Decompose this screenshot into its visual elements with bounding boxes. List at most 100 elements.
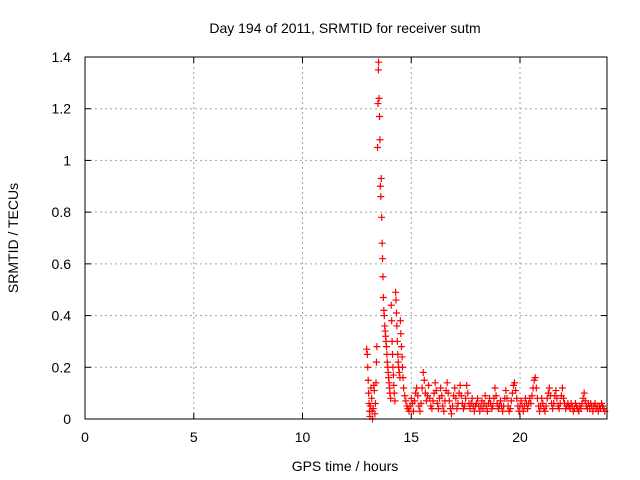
data-point: [440, 407, 448, 415]
x-axis-label: GPS time / hours: [292, 458, 399, 474]
data-points: [363, 58, 609, 423]
data-point: [364, 363, 372, 371]
data-point: [394, 350, 402, 358]
data-point: [553, 394, 561, 402]
data-point: [542, 402, 550, 410]
data-point: [431, 379, 439, 387]
data-point: [463, 381, 471, 389]
data-point: [374, 100, 382, 108]
data-point: [377, 175, 385, 183]
data-point: [373, 343, 381, 351]
data-point: [399, 363, 407, 371]
data-point: [532, 384, 540, 392]
data-point: [434, 405, 442, 413]
data-point: [376, 136, 384, 144]
y-axis-label: SRMTID / TECUs: [5, 183, 21, 293]
data-point: [372, 358, 380, 366]
axis-ticks: [84, 56, 607, 420]
data-point: [481, 392, 489, 400]
data-point: [363, 350, 371, 358]
data-point: [397, 330, 405, 338]
data-point: [376, 182, 384, 190]
data-point: [378, 239, 386, 247]
data-point: [447, 410, 455, 418]
grid-lines: [85, 57, 607, 419]
data-point: [370, 387, 378, 395]
data-point: [387, 301, 395, 309]
data-point: [393, 322, 401, 330]
data-point: [420, 376, 428, 384]
data-point: [445, 397, 453, 405]
data-point: [414, 392, 422, 400]
data-point: [456, 381, 464, 389]
x-tick-labels: 0 5 10 15 20: [81, 429, 528, 445]
data-point: [541, 407, 549, 415]
plot-frame: [84, 56, 608, 420]
data-point: [428, 405, 436, 413]
data-point: [396, 317, 404, 325]
data-point: [409, 407, 417, 415]
data-point: [388, 317, 396, 325]
data-point: [371, 399, 379, 407]
data-point: [577, 405, 585, 413]
data-point: [399, 374, 407, 382]
data-point: [528, 392, 536, 400]
data-point: [492, 392, 500, 400]
data-point: [507, 397, 515, 405]
data-point: [380, 312, 388, 320]
data-point: [489, 402, 497, 410]
data-point: [513, 394, 521, 402]
y-tick-labels: 0 0.2 0.4 0.6 0.8 1 1.2 1.4: [52, 49, 72, 427]
data-point: [461, 402, 469, 410]
data-point: [443, 379, 451, 387]
data-point: [368, 394, 376, 402]
data-point: [444, 389, 452, 397]
data-point: [395, 368, 403, 376]
data-point: [382, 343, 390, 351]
data-point: [400, 384, 408, 392]
data-point: [425, 381, 433, 389]
data-point: [374, 144, 382, 151]
data-point: [392, 309, 400, 317]
data-point: [391, 397, 399, 405]
data-point: [375, 112, 383, 120]
data-point: [449, 402, 457, 410]
data-point: [393, 337, 401, 345]
data-point: [491, 384, 499, 392]
data-point: [549, 405, 557, 413]
data-point: [429, 397, 437, 405]
data-point: [558, 384, 566, 392]
y-tick-label: 0.8: [52, 204, 72, 220]
data-point: [379, 273, 387, 281]
x-tick-label: 15: [403, 429, 419, 445]
x-tick-label: 0: [81, 429, 89, 445]
data-point: [527, 399, 535, 407]
data-point: [365, 389, 373, 397]
data-point: [398, 353, 406, 361]
data-point: [389, 371, 397, 379]
data-point: [411, 397, 419, 405]
data-point: [517, 397, 525, 405]
data-point: [464, 389, 472, 397]
data-point: [397, 343, 405, 351]
data-point: [379, 255, 387, 263]
data-point: [417, 399, 425, 407]
y-tick-label: 0: [63, 411, 71, 427]
data-point: [499, 407, 507, 415]
data-point: [375, 58, 383, 66]
chart-title: Day 194 of 2011, SRMTID for receiver sut…: [209, 20, 480, 36]
data-point: [437, 384, 445, 392]
data-point: [387, 394, 395, 402]
data-point: [506, 405, 514, 413]
data-point: [369, 405, 377, 413]
data-point: [432, 387, 440, 395]
data-point: [580, 389, 588, 397]
data-point: [401, 392, 409, 400]
data-point: [364, 376, 372, 384]
y-tick-label: 1: [63, 152, 71, 168]
y-tick-label: 0.4: [52, 308, 72, 324]
data-point: [511, 379, 519, 387]
data-point: [452, 394, 460, 402]
data-point: [416, 407, 424, 415]
